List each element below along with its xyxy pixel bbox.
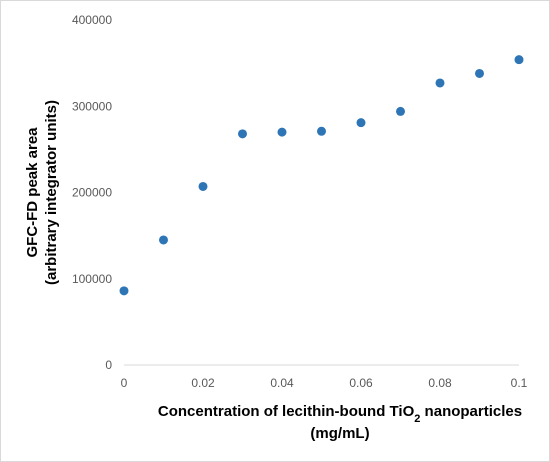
data-point xyxy=(119,286,129,296)
data-point xyxy=(475,68,484,78)
x-axis-title-suffix: nanoparticles xyxy=(420,403,522,420)
y-tick-label: 400000 xyxy=(72,13,112,27)
x-tick-label: 0.02 xyxy=(191,376,215,390)
x-tick-label: 0 xyxy=(121,376,128,390)
data-point xyxy=(514,55,524,65)
x-tick-label: 0.08 xyxy=(428,376,452,390)
x-tick-label: 0.04 xyxy=(270,376,294,390)
data-points xyxy=(119,55,524,296)
y-tick-label: 300000 xyxy=(72,99,112,113)
data-point xyxy=(356,118,366,128)
y-axis-title-line2: (arbitrary integrator units) xyxy=(43,100,60,285)
x-axis-title-line2: (mg/mL) xyxy=(310,425,369,442)
x-tick-label: 0.1 xyxy=(511,376,528,390)
x-axis-title-line1: Concentration of lecithin-bound TiO2 nan… xyxy=(158,403,522,425)
data-point xyxy=(159,235,168,245)
x-tick-label: 0.06 xyxy=(349,376,373,390)
x-axis-title-prefix: Concentration of lecithin-bound TiO xyxy=(158,403,415,420)
data-point xyxy=(198,181,208,191)
data-point xyxy=(317,126,326,136)
y-tick-labels: 0 100000 200000 300000 400000 xyxy=(72,13,112,372)
y-axis-title-line1: GFC-FD peak area xyxy=(24,127,41,258)
data-point xyxy=(435,78,445,88)
data-point xyxy=(277,127,287,137)
y-tick-label: 200000 xyxy=(72,186,112,200)
y-tick-label: 100000 xyxy=(72,272,112,286)
data-point xyxy=(238,129,247,139)
data-point xyxy=(396,106,405,116)
x-tick-labels: 0 0.02 0.04 0.06 0.08 0.1 xyxy=(121,376,528,390)
x-axis-title-subscript: 2 xyxy=(414,413,420,425)
y-tick-label: 0 xyxy=(105,358,112,372)
